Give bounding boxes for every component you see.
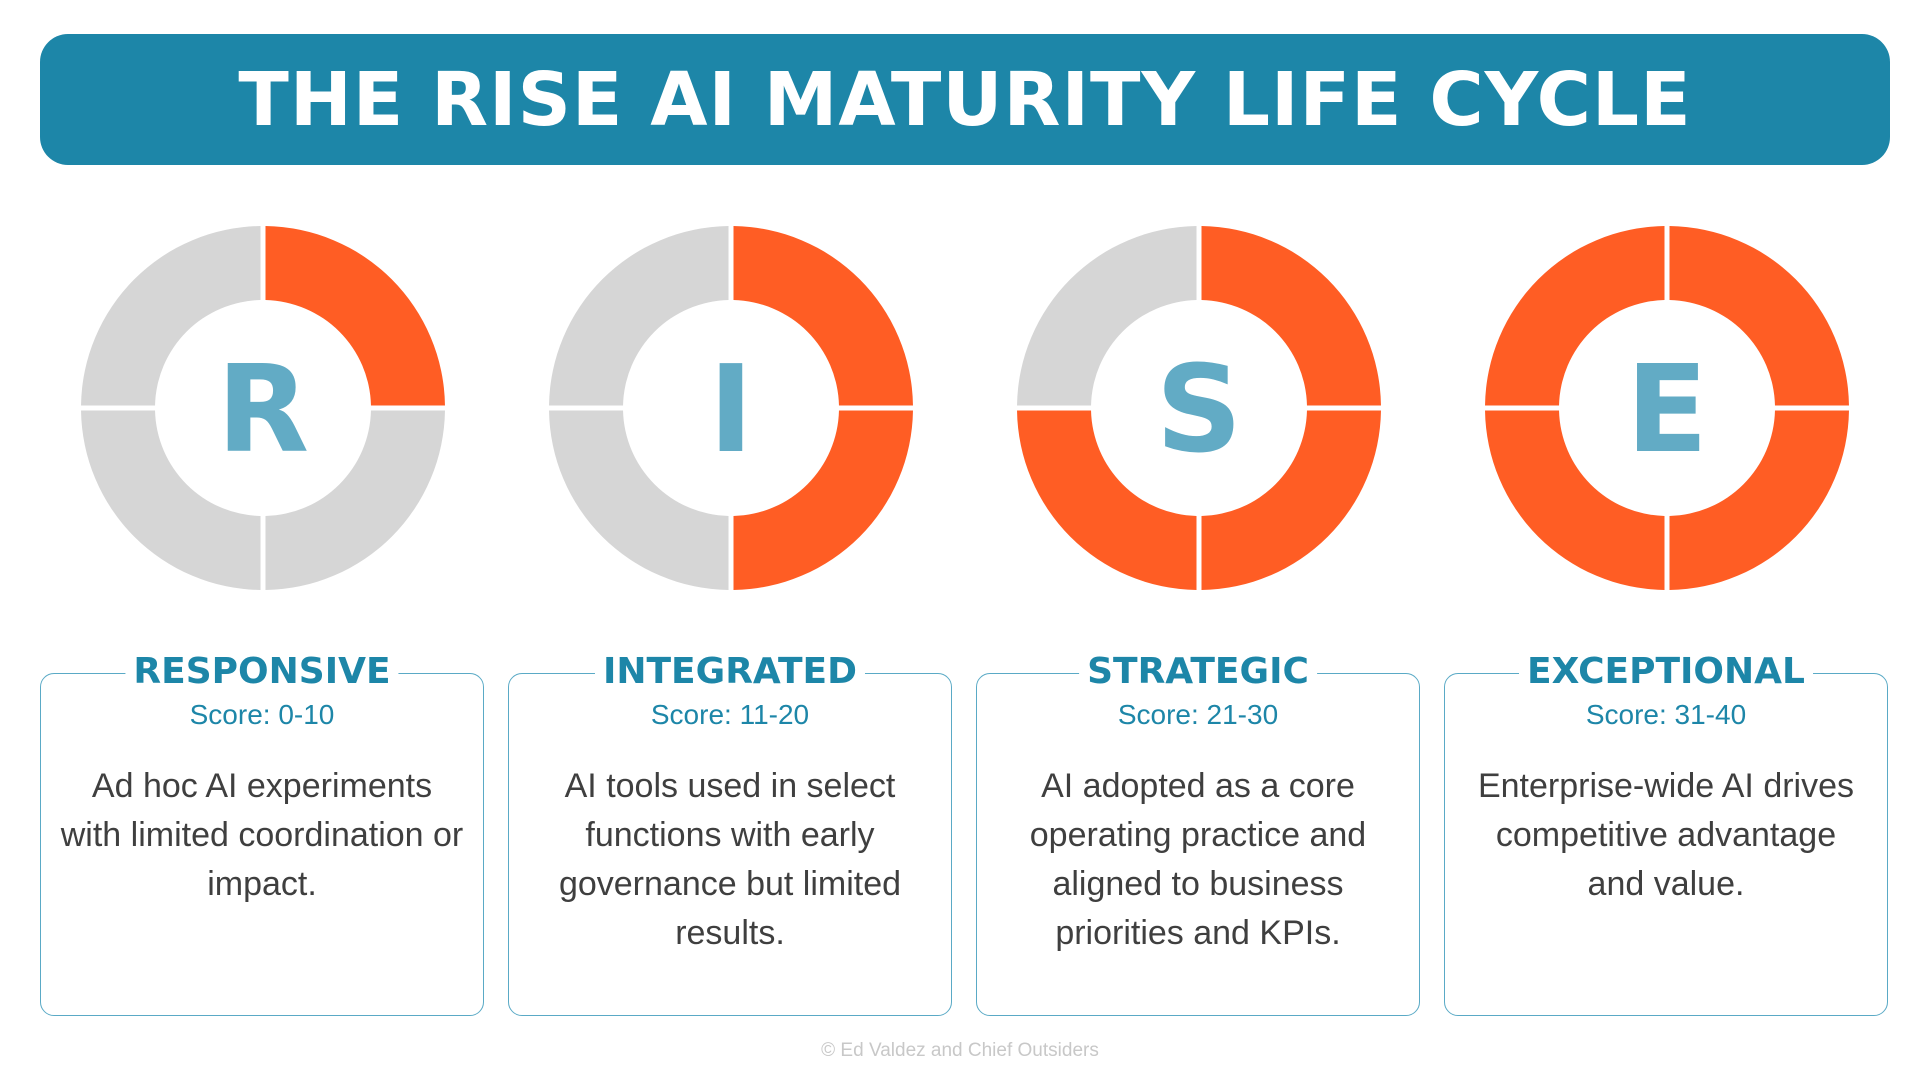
ring-quarter-4 [81,226,261,406]
stage-score: Score: 0-10 [189,699,335,730]
ring-quarter-4 [549,226,729,406]
stage-letter: E [1626,341,1708,480]
ring-quarter-1 [1201,226,1381,406]
stage-score: Score: 11-20 [650,699,810,730]
stage-letter: S [1156,341,1242,480]
ring-quarter-4 [1485,226,1665,406]
ring-graphic: R [81,226,445,590]
copyright-notice: © Ed Valdez and Chief Outsiders [821,1040,1099,1061]
stage-card-integrated: INTEGRATED Score: 11-20 AI tools used in… [508,648,952,1016]
stage-name: RESPONSIVE [125,648,399,696]
stage-letter: R [217,341,309,480]
stage-card-responsive: RESPONSIVE Score: 0-10 Ad hoc AI experim… [40,648,484,1016]
stage-description: AI tools used in select functions with e… [558,767,902,952]
ring-quarter-2 [1201,410,1381,590]
page-title: THE RISE AI MATURITY LIFE CYCLE [238,56,1692,143]
stage-name: STRATEGIC [1079,648,1317,696]
ring-graphic: S [1017,226,1381,590]
ring-quarter-2 [265,410,445,590]
ring-quarter-1 [265,226,445,406]
maturity-ring-exceptional: E [1482,223,1852,593]
ring-graphic: E [1485,226,1849,590]
stage-name: INTEGRATED [594,648,866,696]
ring-quarter-1 [1669,226,1849,406]
ring-quarter-2 [733,410,913,590]
maturity-ring-strategic: S [1014,223,1384,593]
maturity-ring-integrated: I [546,223,916,593]
ring-quarter-2 [1669,410,1849,590]
stage-score: Score: 31-40 [1585,699,1747,730]
ring-graphic: I [549,226,913,590]
stage-card-strategic: STRATEGIC Score: 21-30 AI adopted as a c… [976,648,1420,1016]
ring-quarter-3 [1017,410,1197,590]
ring-quarter-3 [549,410,729,590]
stage-description: AI adopted as a core operating practice … [1029,767,1367,952]
ring-quarter-4 [1017,226,1197,406]
stage-name: EXCEPTIONAL [1519,648,1813,696]
stage-description: Enterprise-wide AI drives competitive ad… [1477,767,1855,903]
stage-score: Score: 21-30 [1117,699,1279,730]
stage-letter: I [709,341,754,480]
maturity-ring-responsive: R [78,223,448,593]
ring-quarter-3 [81,410,261,590]
stage-card-exceptional: EXCEPTIONAL Score: 31-40 Enterprise-wide… [1444,648,1888,1016]
stage-description: Ad hoc AI experiments with limited coord… [60,767,464,903]
title-banner: THE RISE AI MATURITY LIFE CYCLE [40,34,1890,165]
ring-quarter-1 [733,226,913,406]
ring-quarter-3 [1485,410,1665,590]
